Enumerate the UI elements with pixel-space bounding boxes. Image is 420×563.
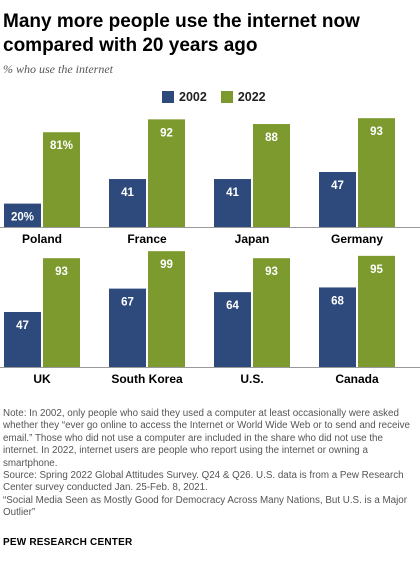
bar-u-s-2022 xyxy=(253,258,290,367)
bar-canada-2002 xyxy=(319,287,356,367)
chart-title: Many more people use the internet now co… xyxy=(3,11,360,56)
bar-poland-2022 xyxy=(43,132,80,227)
data-label-poland-2022: 81% xyxy=(50,140,73,152)
bar-south-korea-2022 xyxy=(148,251,185,367)
report-title: “Social Media Seen as Mostly Good for De… xyxy=(3,494,408,519)
category-label-south-korea: South Korea xyxy=(111,372,183,386)
bar-france-2022 xyxy=(148,119,185,227)
data-label-south-korea-2022: 99 xyxy=(160,259,173,271)
data-label-canada-2022: 95 xyxy=(370,264,383,276)
legend-item-2002: 2002 xyxy=(162,90,207,104)
category-label-canada: Canada xyxy=(335,372,379,386)
bar-germany-2002 xyxy=(319,172,356,227)
category-label-france: France xyxy=(127,232,167,246)
category-label-japan: Japan xyxy=(235,232,270,246)
bar-poland-2002 xyxy=(4,203,41,227)
data-label-canada-2002: 68 xyxy=(331,295,344,307)
bar-japan-2022 xyxy=(253,124,290,227)
data-label-japan-2022: 88 xyxy=(265,132,278,144)
data-label-germany-2002: 47 xyxy=(331,180,344,192)
data-label-u-s-2002: 64 xyxy=(226,300,239,312)
bar-chart: 20% 81% Poland 41 92 France 41 88 Japan 47 93 Germa… xyxy=(0,118,420,386)
category-label-uk: UK xyxy=(33,372,51,386)
category-label-poland: Poland xyxy=(22,232,62,246)
bar-france-2002 xyxy=(109,179,146,227)
data-label-u-s-2022: 93 xyxy=(265,266,278,278)
bar-japan-2002 xyxy=(214,179,251,227)
data-label-france-2022: 92 xyxy=(160,127,173,139)
data-label-germany-2022: 93 xyxy=(370,126,383,138)
pew-logo-text: PEW RESEARCH CENTER xyxy=(3,537,133,548)
data-label-france-2002: 41 xyxy=(121,187,134,199)
chart-subtitle: % who use the internet xyxy=(3,62,113,76)
chart-notes: Note: In 2002, only people who said they… xyxy=(3,408,417,520)
category-label-germany: Germany xyxy=(331,232,383,246)
legend-item-2022: 2022 xyxy=(220,90,266,104)
legend-swatch-2002 xyxy=(162,91,174,103)
data-label-japan-2002: 41 xyxy=(226,187,239,199)
legend: 2002 2022 xyxy=(162,90,274,104)
bar-u-s-2002 xyxy=(214,292,251,367)
bar-south-korea-2002 xyxy=(109,288,146,367)
legend-swatch-2022 xyxy=(220,91,233,103)
bar-canada-2022 xyxy=(358,255,395,367)
bar-germany-2022 xyxy=(358,118,395,227)
bar-uk-2022 xyxy=(43,258,80,367)
category-label-u-s: U.S. xyxy=(240,372,263,386)
legend-label-2002: 2002 xyxy=(179,90,207,104)
data-label-uk-2002: 47 xyxy=(16,320,29,332)
data-label-poland-2002: 20% xyxy=(11,212,34,224)
data-label-south-korea-2002: 67 xyxy=(121,297,134,309)
bar-uk-2002 xyxy=(4,312,41,367)
source-text: Source: Spring 2022 Global Attitudes Sur… xyxy=(3,470,404,494)
data-label-uk-2022: 93 xyxy=(55,266,68,278)
note-text: Note: In 2002, only people who said they… xyxy=(3,408,410,469)
legend-label-2022: 2022 xyxy=(237,90,266,104)
